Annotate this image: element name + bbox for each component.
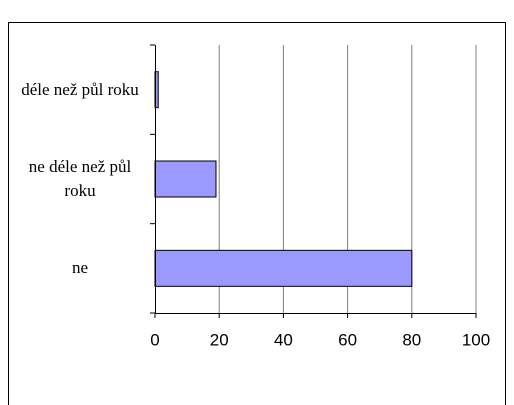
- chart-border: [8, 22, 506, 405]
- x-tick-label: 20: [210, 330, 229, 349]
- y-tick-label: ne: [71, 258, 89, 278]
- bar: [154, 160, 217, 198]
- x-tick-label: 80: [402, 330, 421, 349]
- y-tick-label: ne déle než půl roku: [28, 157, 132, 200]
- x-tick-label: 60: [338, 330, 357, 349]
- bar: [154, 249, 413, 287]
- y-tick-label: déle než půl roku: [21, 79, 139, 99]
- x-tick-label: 40: [274, 330, 293, 349]
- x-tick-label: 0: [150, 330, 159, 349]
- x-tick-label: 100: [462, 330, 490, 349]
